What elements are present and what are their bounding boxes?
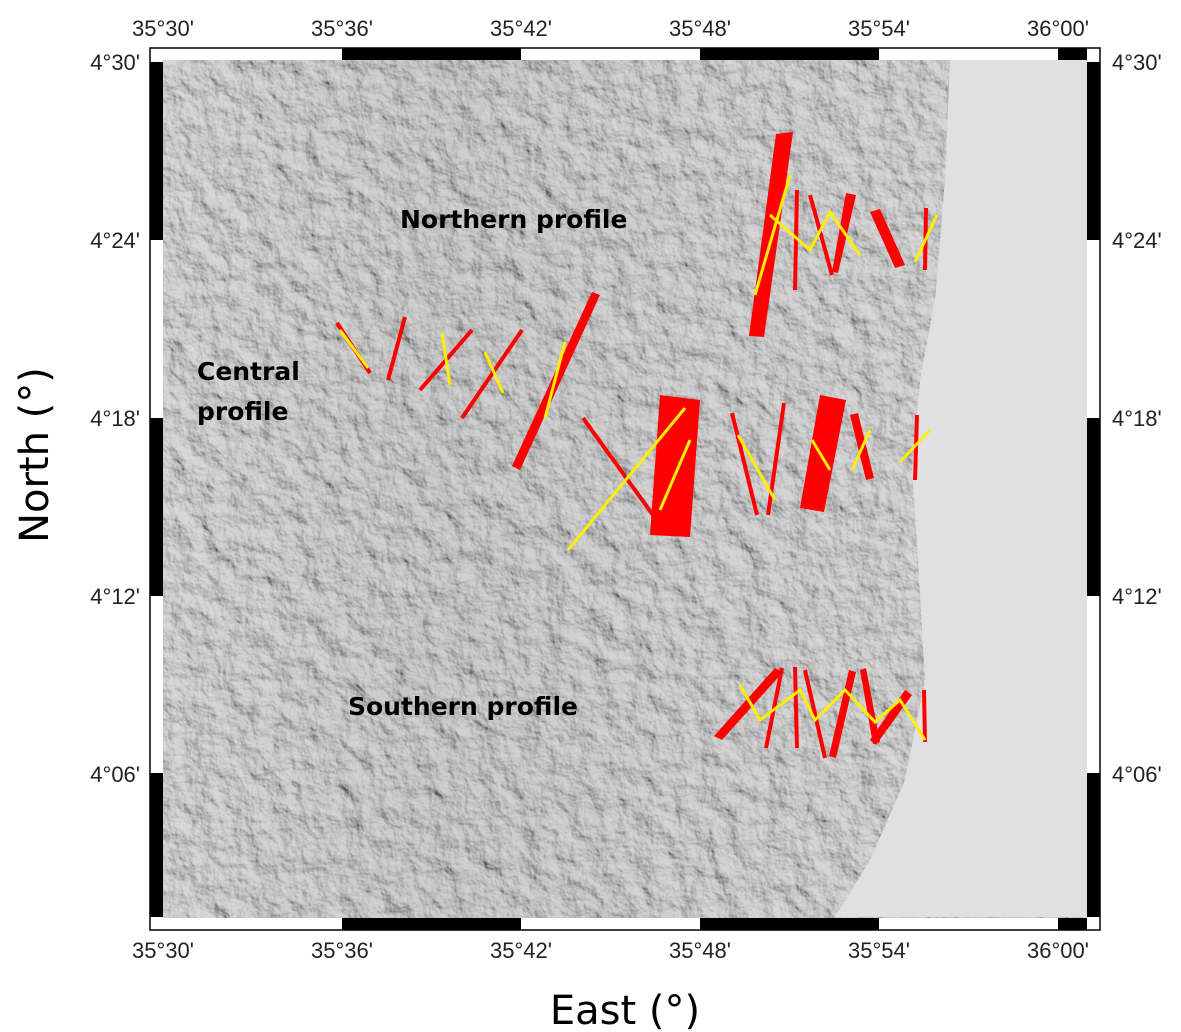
profile-label: profile: [197, 397, 288, 426]
x-tick-label: 35°30': [132, 16, 194, 41]
profile-label: Central: [197, 357, 300, 386]
x-tick-label: 35°36': [311, 16, 373, 41]
x-tick-label: 35°48': [669, 16, 731, 41]
x-tick-label: 36°00': [1027, 938, 1089, 963]
y-tick-label: 4°18': [90, 406, 140, 431]
y-tick-label: 4°12': [90, 584, 140, 609]
y-tick-label: 4°24': [1112, 228, 1162, 253]
x-tick-label: 35°36': [311, 938, 373, 963]
x-tick-label: 35°54': [848, 16, 910, 41]
y-tick-label: 4°18': [1112, 406, 1162, 431]
x-tick-label: 35°42': [490, 938, 552, 963]
y-axis-title: North (°): [12, 367, 58, 543]
y-tick-label: 4°24': [90, 228, 140, 253]
x-tick-label: 35°54': [848, 938, 910, 963]
profile-label: Northern profile: [400, 205, 627, 234]
x-tick-label: 36°00': [1027, 16, 1089, 41]
y-tick-label: 4°30': [1112, 50, 1162, 75]
y-tick-label: 4°30': [90, 50, 140, 75]
x-axis-title: East (°): [550, 988, 700, 1032]
map-figure: Northern profile Central profile Souther…: [0, 0, 1181, 1032]
profile-label: Southern profile: [348, 692, 578, 721]
y-tick-label: 4°12': [1112, 584, 1162, 609]
y-tick-label: 4°06': [90, 762, 140, 787]
y-tick-label: 4°06': [1112, 762, 1162, 787]
x-tick-label: 35°48': [669, 938, 731, 963]
x-tick-label: 35°42': [490, 16, 552, 41]
x-tick-label: 35°30': [132, 938, 194, 963]
